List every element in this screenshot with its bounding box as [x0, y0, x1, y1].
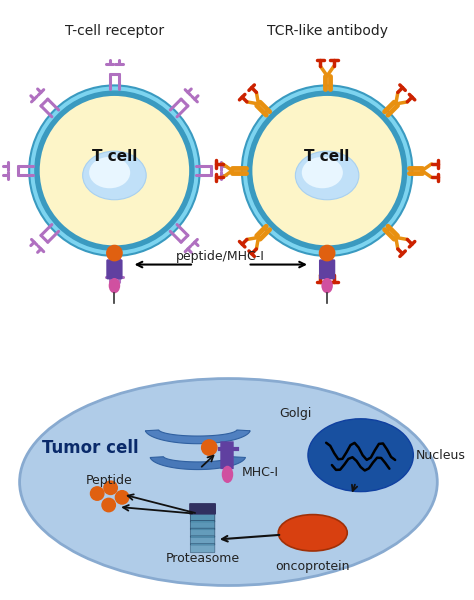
Text: peptide/MHC-I: peptide/MHC-I	[176, 250, 265, 263]
Text: Peptide: Peptide	[85, 473, 132, 487]
Circle shape	[91, 487, 104, 500]
FancyBboxPatch shape	[190, 528, 215, 538]
FancyBboxPatch shape	[220, 442, 227, 469]
Text: T-cell receptor: T-cell receptor	[65, 24, 164, 38]
Text: TCR-like antibody: TCR-like antibody	[266, 24, 388, 38]
Text: Golgi: Golgi	[279, 407, 311, 419]
Ellipse shape	[302, 157, 343, 188]
Text: T cell: T cell	[92, 149, 137, 164]
Circle shape	[102, 499, 115, 512]
Ellipse shape	[29, 85, 200, 256]
Ellipse shape	[321, 278, 333, 293]
Ellipse shape	[35, 91, 194, 250]
Ellipse shape	[222, 466, 233, 483]
Circle shape	[104, 481, 117, 494]
Ellipse shape	[40, 96, 189, 245]
Polygon shape	[146, 430, 250, 443]
FancyBboxPatch shape	[190, 513, 215, 522]
Ellipse shape	[109, 278, 120, 293]
Circle shape	[115, 491, 129, 504]
Text: oncoprotein: oncoprotein	[275, 560, 350, 572]
FancyBboxPatch shape	[189, 503, 216, 515]
Ellipse shape	[278, 515, 347, 551]
Ellipse shape	[82, 151, 146, 200]
Text: MHC-I: MHC-I	[242, 466, 279, 479]
Polygon shape	[150, 457, 246, 470]
Circle shape	[319, 245, 335, 261]
Ellipse shape	[308, 419, 413, 491]
Ellipse shape	[89, 157, 130, 188]
Ellipse shape	[247, 91, 407, 250]
FancyBboxPatch shape	[190, 536, 215, 545]
Text: Proteasome: Proteasome	[165, 552, 240, 565]
Ellipse shape	[295, 151, 359, 200]
FancyBboxPatch shape	[319, 259, 335, 280]
FancyBboxPatch shape	[190, 521, 215, 530]
Ellipse shape	[19, 379, 438, 586]
Text: T cell: T cell	[304, 149, 350, 164]
Text: Tumor cell: Tumor cell	[42, 439, 138, 457]
FancyBboxPatch shape	[106, 259, 123, 280]
Ellipse shape	[252, 96, 402, 245]
FancyBboxPatch shape	[227, 442, 234, 469]
Text: Nucleus: Nucleus	[416, 449, 466, 461]
Circle shape	[201, 440, 217, 455]
FancyBboxPatch shape	[190, 544, 215, 553]
Circle shape	[107, 245, 122, 261]
Ellipse shape	[242, 85, 412, 256]
